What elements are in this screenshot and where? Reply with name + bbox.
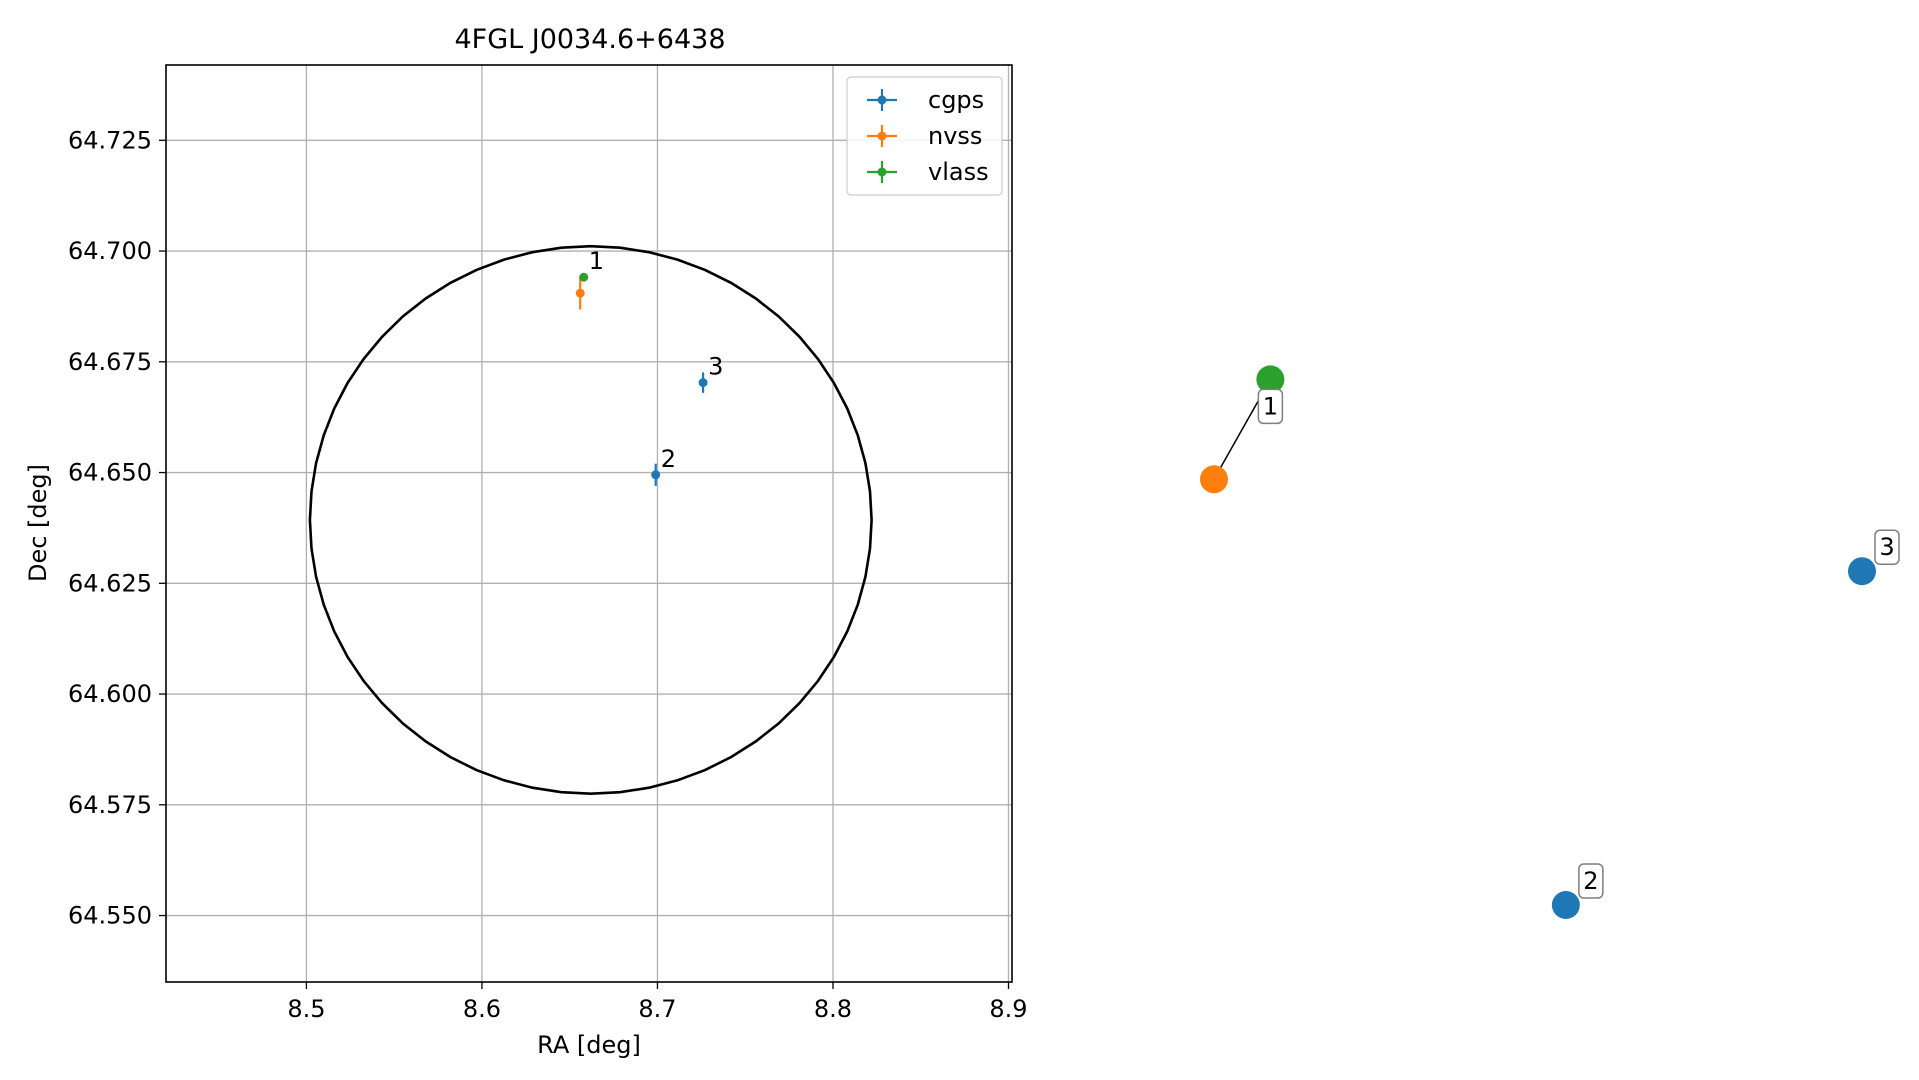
chart-title: 4FGL J0034.6+6438	[454, 24, 725, 55]
node-label: 1	[1263, 392, 1278, 420]
data-points: 2 3 1	[575, 247, 723, 486]
x-tick-label: 8.5	[287, 995, 325, 1023]
point-label: 3	[708, 353, 723, 381]
localization-ellipse	[308, 244, 873, 796]
y-tick-label: 64.550	[68, 902, 152, 930]
x-tick-label: 8.6	[463, 995, 501, 1023]
x-tick-label: 8.8	[814, 995, 852, 1023]
x-tick-label: 8.9	[989, 995, 1027, 1023]
data-point-nvss	[575, 288, 585, 298]
data-point-vlass	[579, 272, 589, 282]
y-tick-label: 64.600	[68, 680, 152, 708]
data-point-cgps	[651, 470, 661, 480]
y-tick-label: 64.700	[68, 237, 152, 265]
legend-label-nvss: nvss	[928, 122, 982, 150]
data-point-cgps	[698, 378, 708, 388]
node-label-box	[1578, 863, 1604, 899]
grid	[166, 65, 1012, 982]
graph-node	[1551, 891, 1580, 919]
y-tick-label: 64.675	[68, 348, 152, 376]
graph-node	[1200, 465, 1228, 494]
plot-frame	[165, 64, 1013, 983]
y-tick-label: 64.575	[68, 791, 152, 819]
node-label-box	[1257, 388, 1284, 425]
y-axis-ticks: 64.550 64.575 64.600 64.625 64.650 64.675 64.7…	[68, 126, 166, 930]
x-tick-label: 8.7	[638, 995, 676, 1023]
graph-labels: 1 2 3	[1257, 388, 1900, 899]
x-axis-label: RA [deg]	[537, 1031, 641, 1059]
y-tick-label: 64.725	[68, 126, 152, 154]
y-tick-label: 64.625	[68, 569, 152, 597]
point-label: 1	[589, 247, 604, 275]
point-label: 2	[661, 445, 676, 473]
legend-label-vlass: vlass	[928, 158, 989, 186]
y-tick-label: 64.650	[68, 459, 152, 487]
node-label-box	[1874, 529, 1900, 565]
legend-box	[846, 76, 1003, 196]
graph-nodes	[1200, 365, 1876, 919]
legend-marker	[877, 167, 887, 177]
y-axis-label: Dec [deg]	[24, 464, 52, 582]
legend-marker	[877, 95, 887, 105]
graph-node	[1256, 365, 1285, 394]
graph-node	[1848, 557, 1876, 586]
error-ellipse	[308, 244, 873, 796]
node-label: 3	[1879, 533, 1894, 561]
association-graph: 1 2 3	[1200, 365, 1900, 919]
legend: cgps nvss vlass	[846, 76, 1003, 196]
legend-label-cgps: cgps	[928, 86, 984, 114]
legend-marker	[877, 131, 887, 141]
node-label: 2	[1583, 867, 1598, 895]
ra-dec-chart: 4FGL J0034.6+6438 2 3 1 8.5 8.6 8.7 8.8 8.9 64…	[24, 24, 1028, 1059]
x-axis-ticks: 8.5 8.6 8.7 8.8 8.9	[287, 982, 1028, 1023]
